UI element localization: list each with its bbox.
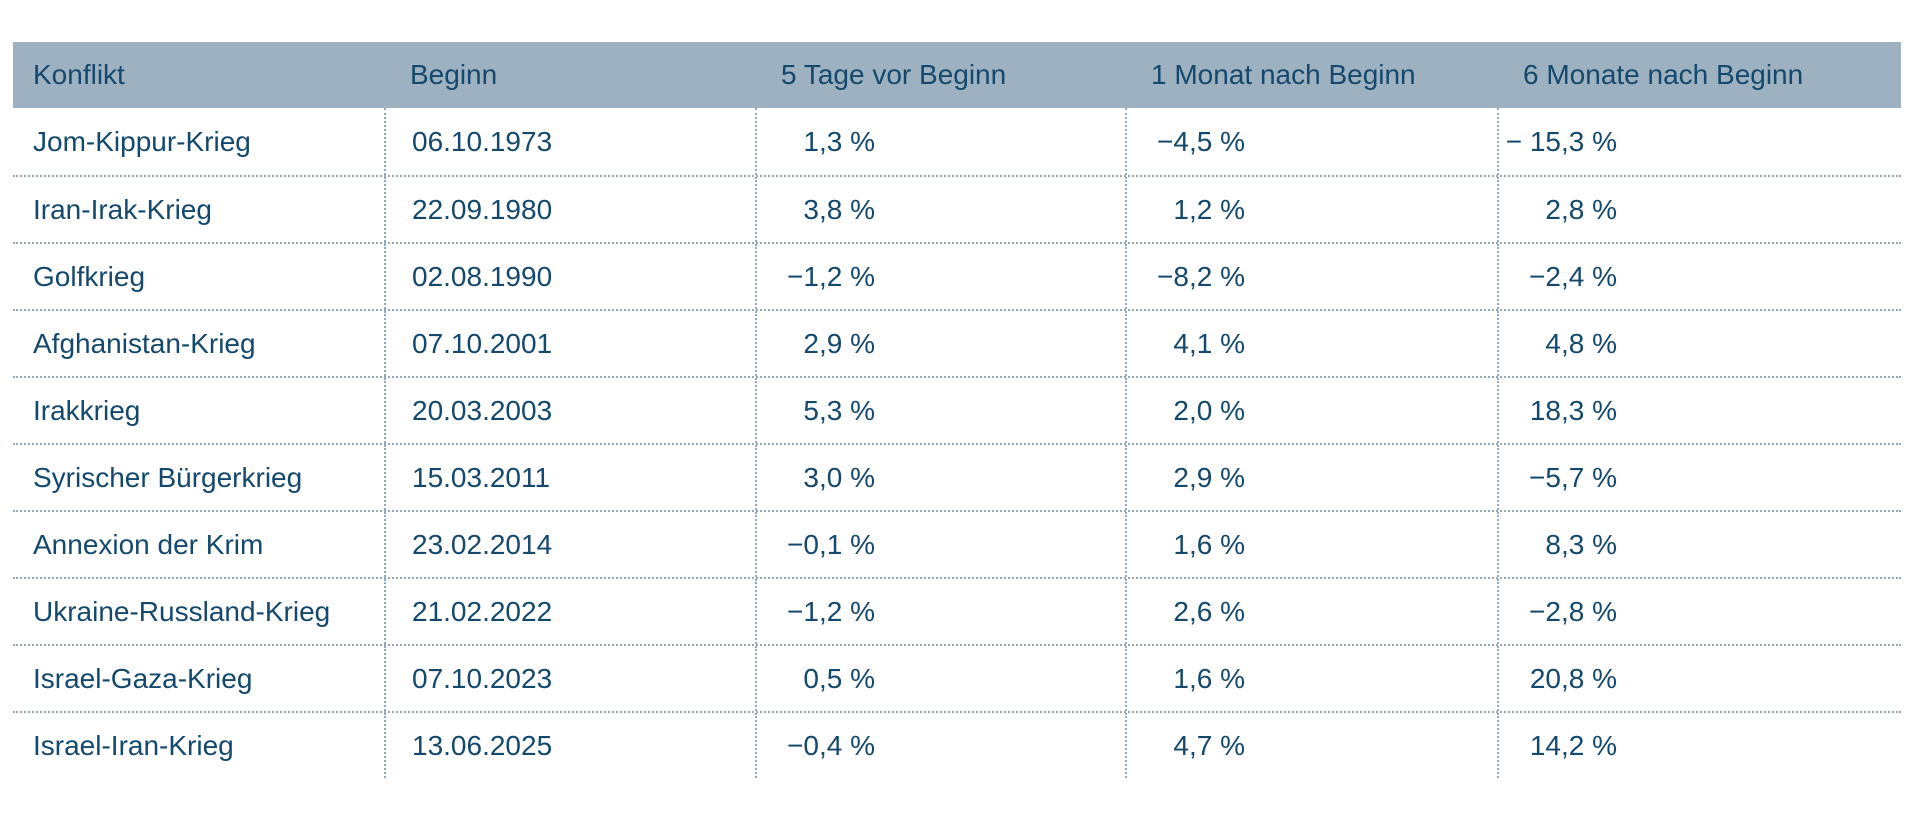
pct-1month-cell: 2,6 % bbox=[1125, 579, 1497, 644]
conflicts-market-table: Konflikt Beginn 5 Tage vor Beginn 1 Mona… bbox=[13, 42, 1901, 778]
pct-6months-cell: −2,8 % bbox=[1497, 579, 1901, 644]
pct-value: −2,4 % bbox=[1529, 260, 1617, 292]
pct-value: 0,5 % bbox=[803, 662, 875, 694]
date-cell: 13.06.2025 bbox=[384, 713, 755, 778]
pct-value: 1,6 % bbox=[1173, 662, 1245, 694]
pct-value: 18,3 % bbox=[1529, 394, 1617, 426]
pct-value: −5,7 % bbox=[1529, 461, 1617, 493]
date-cell: 07.10.2001 bbox=[384, 311, 755, 376]
table-row: Israel-Gaza-Krieg 07.10.2023 0,5 % 1,6 %… bbox=[13, 644, 1901, 711]
pct-5days-cell: −0,4 % bbox=[755, 713, 1125, 778]
header-beginn: Beginn bbox=[410, 59, 498, 90]
header-konflikt: Konflikt bbox=[33, 59, 125, 90]
date-cell: 06.10.1973 bbox=[384, 108, 755, 175]
conflict-cell: Syrischer Bürgerkrieg bbox=[33, 461, 303, 493]
pct-6months-cell: 20,8 % bbox=[1497, 646, 1901, 711]
pct-6months-cell: 18,3 % bbox=[1497, 378, 1901, 443]
pct-1month-cell: 1,6 % bbox=[1125, 646, 1497, 711]
pct-1month-cell: 2,0 % bbox=[1125, 378, 1497, 443]
date-cell: 20.03.2003 bbox=[384, 378, 755, 443]
pct-6months-cell: 8,3 % bbox=[1497, 512, 1901, 577]
pct-5days-cell: 3,0 % bbox=[755, 445, 1125, 510]
conflict-cell: Israel-Iran-Krieg bbox=[33, 729, 234, 761]
pct-value: 2,8 % bbox=[1545, 193, 1617, 225]
date-cell: 21.02.2022 bbox=[384, 579, 755, 644]
pct-value: 2,6 % bbox=[1173, 595, 1245, 627]
pct-value: −0,1 % bbox=[787, 528, 875, 560]
table-row: Irakkrieg 20.03.2003 5,3 % 2,0 % 18,3 % bbox=[13, 376, 1901, 443]
pct-5days-cell: 0,5 % bbox=[755, 646, 1125, 711]
pct-1month-cell: 1,2 % bbox=[1125, 177, 1497, 242]
table-row: Israel-Iran-Krieg 13.06.2025 −0,4 % 4,7 … bbox=[13, 711, 1901, 778]
pct-6months-cell: − 15,3 % bbox=[1497, 108, 1901, 175]
pct-1month-cell: 4,1 % bbox=[1125, 311, 1497, 376]
table-row: Syrischer Bürgerkrieg 15.03.2011 3,0 % 2… bbox=[13, 443, 1901, 510]
pct-value: −0,4 % bbox=[787, 729, 875, 761]
pct-5days-cell: −0,1 % bbox=[755, 512, 1125, 577]
table-row: Iran-Irak-Krieg 22.09.1980 3,8 % 1,2 % 2… bbox=[13, 175, 1901, 242]
pct-value: 1,6 % bbox=[1173, 528, 1245, 560]
header-1-monat-nach: 1 Monat nach Beginn bbox=[1151, 59, 1416, 90]
pct-value: 1,3 % bbox=[803, 125, 875, 157]
pct-value: 2,0 % bbox=[1173, 394, 1245, 426]
pct-value: −4,5 % bbox=[1157, 125, 1245, 157]
pct-1month-cell: −8,2 % bbox=[1125, 244, 1497, 309]
conflict-cell: Annexion der Krim bbox=[33, 528, 264, 560]
pct-value: 4,1 % bbox=[1173, 327, 1245, 359]
pct-value: 3,0 % bbox=[803, 461, 875, 493]
pct-value: − 15,3 % bbox=[1505, 125, 1617, 157]
pct-value: 4,7 % bbox=[1173, 729, 1245, 761]
pct-value: 8,3 % bbox=[1545, 528, 1617, 560]
pct-value: 3,8 % bbox=[803, 193, 875, 225]
pct-5days-cell: −1,2 % bbox=[755, 579, 1125, 644]
conflict-cell: Irakkrieg bbox=[33, 394, 141, 426]
header-6-monate-nach: 6 Monate nach Beginn bbox=[1523, 59, 1804, 90]
date-cell: 15.03.2011 bbox=[384, 445, 755, 510]
conflict-cell: Ukraine-Russland-Krieg bbox=[33, 595, 331, 627]
pct-value: −1,2 % bbox=[787, 595, 875, 627]
conflict-cell: Afghanistan-Krieg bbox=[33, 327, 256, 359]
pct-value: 2,9 % bbox=[1173, 461, 1245, 493]
pct-1month-cell: 4,7 % bbox=[1125, 713, 1497, 778]
pct-1month-cell: 2,9 % bbox=[1125, 445, 1497, 510]
pct-6months-cell: −2,4 % bbox=[1497, 244, 1901, 309]
pct-value: 20,8 % bbox=[1529, 662, 1617, 694]
table-row: Jom-Kippur-Krieg 06.10.1973 1,3 % −4,5 %… bbox=[13, 108, 1901, 175]
header-5-tage-vor: 5 Tage vor Beginn bbox=[781, 59, 1007, 90]
pct-5days-cell: 3,8 % bbox=[755, 177, 1125, 242]
pct-6months-cell: 4,8 % bbox=[1497, 311, 1901, 376]
date-cell: 07.10.2023 bbox=[384, 646, 755, 711]
pct-value: 4,8 % bbox=[1545, 327, 1617, 359]
pct-5days-cell: 5,3 % bbox=[755, 378, 1125, 443]
date-cell: 23.02.2014 bbox=[384, 512, 755, 577]
pct-1month-cell: 1,6 % bbox=[1125, 512, 1497, 577]
conflict-cell: Golfkrieg bbox=[33, 260, 146, 292]
pct-5days-cell: 2,9 % bbox=[755, 311, 1125, 376]
pct-value: −1,2 % bbox=[787, 260, 875, 292]
pct-6months-cell: −5,7 % bbox=[1497, 445, 1901, 510]
table-row: Golfkrieg 02.08.1990 −1,2 % −8,2 % −2,4 … bbox=[13, 242, 1901, 309]
date-cell: 02.08.1990 bbox=[384, 244, 755, 309]
pct-value: 14,2 % bbox=[1529, 729, 1617, 761]
pct-6months-cell: 14,2 % bbox=[1497, 713, 1901, 778]
table-row: Ukraine-Russland-Krieg 21.02.2022 −1,2 %… bbox=[13, 577, 1901, 644]
pct-value: −2,8 % bbox=[1529, 595, 1617, 627]
pct-value: 5,3 % bbox=[803, 394, 875, 426]
table-row: Afghanistan-Krieg 07.10.2001 2,9 % 4,1 %… bbox=[13, 309, 1901, 376]
pct-1month-cell: −4,5 % bbox=[1125, 108, 1497, 175]
conflict-cell: Jom-Kippur-Krieg bbox=[33, 125, 251, 157]
pct-value: −8,2 % bbox=[1157, 260, 1245, 292]
table-header-row: Konflikt Beginn 5 Tage vor Beginn 1 Mona… bbox=[13, 42, 1901, 108]
pct-5days-cell: 1,3 % bbox=[755, 108, 1125, 175]
date-cell: 22.09.1980 bbox=[384, 177, 755, 242]
pct-value: 1,2 % bbox=[1173, 193, 1245, 225]
conflict-cell: Iran-Irak-Krieg bbox=[33, 193, 212, 225]
pct-5days-cell: −1,2 % bbox=[755, 244, 1125, 309]
pct-6months-cell: 2,8 % bbox=[1497, 177, 1901, 242]
table-row: Annexion der Krim 23.02.2014 −0,1 % 1,6 … bbox=[13, 510, 1901, 577]
pct-value: 2,9 % bbox=[803, 327, 875, 359]
conflict-cell: Israel-Gaza-Krieg bbox=[33, 662, 253, 694]
